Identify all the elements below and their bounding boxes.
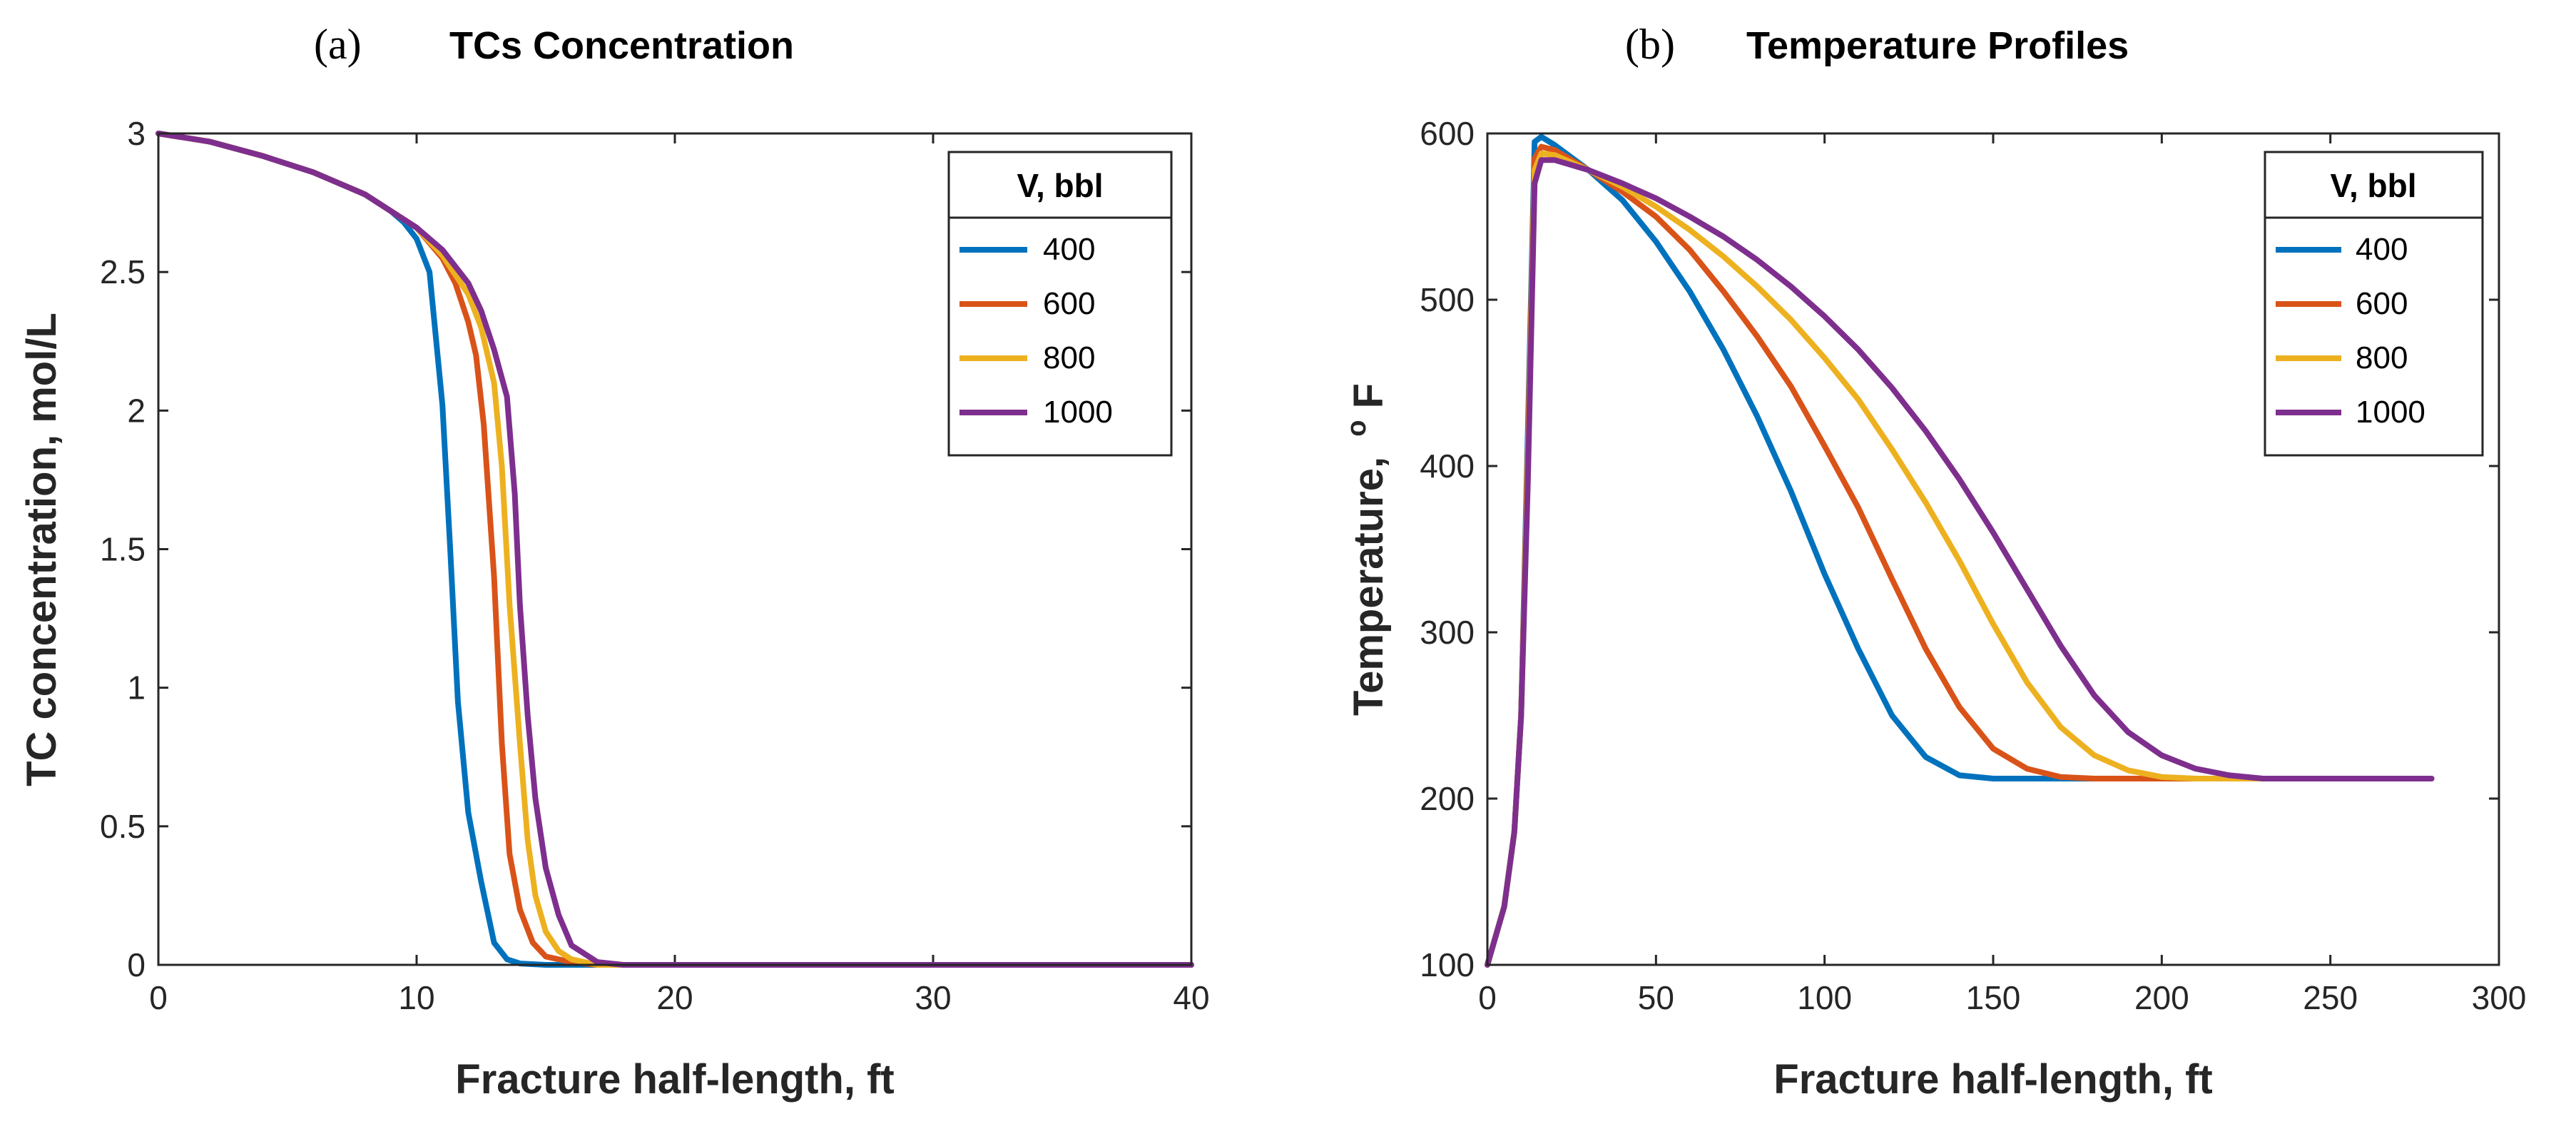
panel-b-plot-frame <box>1486 132 2500 966</box>
panel-b-x-tick-label: 0 <box>1478 979 1497 1016</box>
panel-b-y-tick-label: 400 <box>1420 447 1475 485</box>
panel-b-x-tick-label: 50 <box>1638 979 1674 1016</box>
panel-b-legend-label-800: 800 <box>2356 340 2408 375</box>
panel-b-legend-items: 400 600 800 1000 <box>2276 232 2425 430</box>
panel-b-x-tick-label: 300 <box>2472 979 2527 1016</box>
panel-b-series-lines <box>1485 133 2435 968</box>
panel-b-y-tick-label: 300 <box>1420 614 1475 651</box>
panel-b-y-axis-label: Temperature, o F <box>1328 383 1392 716</box>
panel-b-temperature-profiles: (b) Temperature Profiles 0 50 100 150 200 250… <box>1328 21 2527 1103</box>
panel-b-x-tick-label: 150 <box>1966 979 2021 1016</box>
panel-a-x-axis-label: Fracture half-length, ft <box>455 1056 894 1103</box>
panel-a-legend-items: 400 600 800 1000 <box>959 232 1113 430</box>
panel-a-y-tick-label: 0 <box>127 946 146 983</box>
panel-b-legend-label-1000: 1000 <box>2356 395 2425 430</box>
panel-a-legend-label-1000: 1000 <box>1043 395 1113 430</box>
panel-a-y-tick-label: 2 <box>127 392 146 429</box>
panel-a-tc-concentration: (a) TCs Concentration 0 10 20 30 4000.511.52… <box>19 21 1210 1103</box>
panel-a-y-tick-label: 3 <box>127 115 146 152</box>
panel-a-y-tick-label: 0.5 <box>100 808 146 845</box>
panel-b-x-tick-label: 250 <box>2303 979 2358 1016</box>
panel-b-title: Temperature Profiles <box>1746 24 2129 67</box>
panel-a-legend: V, bbl 400 600 800 1000 <box>947 151 1173 457</box>
panel-b-legend: V, bbl 400 600 800 1000 <box>2264 151 2484 457</box>
panel-b-legend-label-400: 400 <box>2356 232 2408 267</box>
panel-a-y-tick-label: 2.5 <box>100 253 146 290</box>
panel-a-legend-label-800: 800 <box>1043 340 1095 375</box>
panel-a-x-tick-label: 20 <box>656 979 693 1016</box>
panel-b-x-tick-label: 200 <box>2134 979 2189 1016</box>
panel-b-y-tick-label: 100 <box>1420 946 1475 983</box>
panel-b-y-axis-label-text: Temperature, <box>1345 457 1392 716</box>
panel-b-y-axis-unit: F <box>1345 383 1392 408</box>
panel-a-x-tick-label: 40 <box>1173 979 1209 1016</box>
panel-b-y-tick-label: 200 <box>1420 780 1475 817</box>
panel-b-legend-label-600: 600 <box>2356 286 2408 321</box>
panel-a-x-tick-label: 30 <box>915 979 951 1016</box>
panel-b-letter: (b) <box>1625 21 1675 68</box>
panel-b-y-tick-label: 600 <box>1420 115 1475 152</box>
panel-a-plot-frame <box>157 132 1193 966</box>
panel-a-y-axis-label: TC concentration, mol/L <box>19 313 65 786</box>
panel-a-legend-label-400: 400 <box>1043 232 1095 267</box>
panel-b-x-axis-label: Fracture half-length, ft <box>1773 1056 2212 1103</box>
panel-a-title: TCs Concentration <box>449 24 794 67</box>
panel-a-legend-title: V, bbl <box>1017 167 1104 204</box>
panel-a-x-tick-label: 10 <box>398 979 434 1016</box>
panel-a-series-1000-line <box>156 131 1194 968</box>
panel-a-series-lines <box>156 131 1194 968</box>
panel-b-legend-title: V, bbl <box>2331 167 2417 204</box>
panel-a-x-tick-label: 0 <box>149 979 168 1016</box>
panel-a-y-tick-label: 1.5 <box>100 531 146 568</box>
panel-a-y-tick-label: 1 <box>127 669 146 707</box>
panel-b-x-tick-label: 100 <box>1797 979 1852 1016</box>
panel-b-y-tick-label: 500 <box>1420 281 1475 318</box>
panel-b-series-1000-line <box>1485 157 2435 968</box>
panel-b-y-axis-degree-mark: o <box>1342 420 1372 437</box>
panel-a-legend-label-600: 600 <box>1043 286 1095 321</box>
panel-a-letter: (a) <box>314 21 362 68</box>
